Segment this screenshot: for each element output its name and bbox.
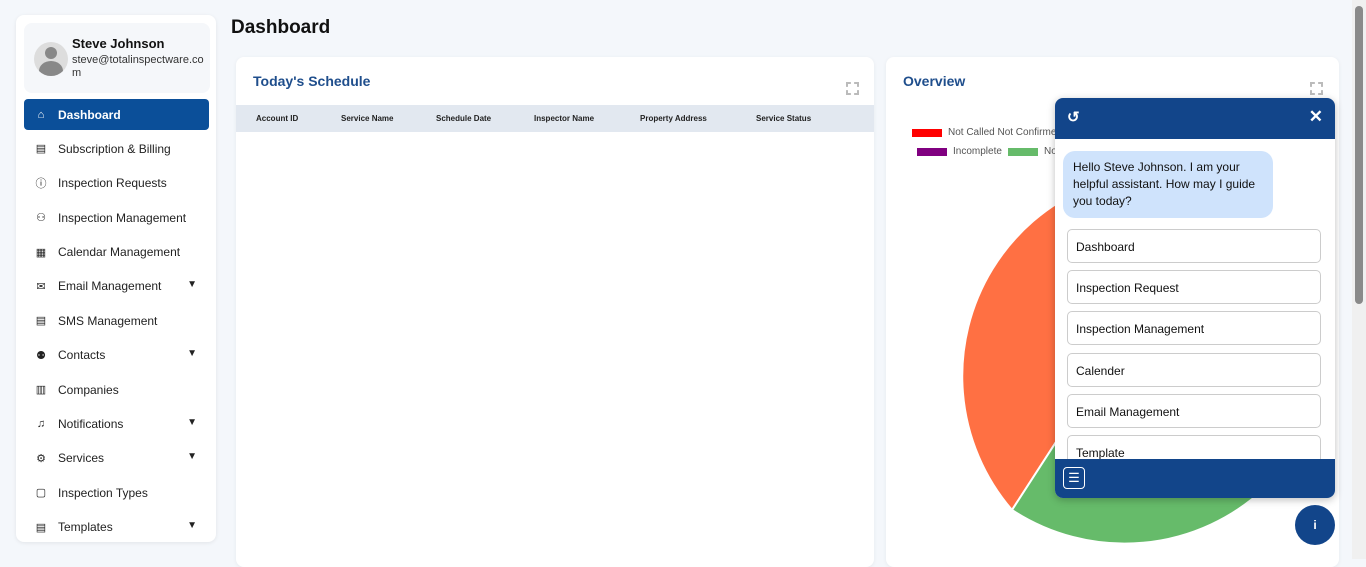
sidebar-item-services[interactable]: ⚙ Services ▼ — [24, 443, 209, 474]
sidebar-item-label: Dashboard — [58, 107, 121, 122]
chevron-down-icon[interactable]: ▼ — [187, 450, 197, 462]
chat-header: ↺ ✕ — [1055, 98, 1335, 139]
sidebar-item-inspection-management[interactable]: ⚇ Inspection Management — [24, 202, 209, 233]
column-header[interactable]: Property Address — [640, 114, 707, 123]
overview-title: Overview — [903, 73, 966, 89]
chat-icon: ▢ — [35, 487, 47, 500]
sidebar-item-label: Email Management — [58, 279, 162, 294]
legend-item[interactable]: Incomplete — [917, 146, 1002, 157]
calendar-icon: ▦ — [35, 246, 47, 259]
chat-footer: ☰ — [1055, 459, 1335, 498]
column-header[interactable]: Account ID — [256, 114, 299, 123]
chat-greeting: Hello Steve Johnson. I am your helpful a… — [1063, 151, 1273, 218]
sidebar-item-companies[interactable]: ▥ Companies — [24, 374, 209, 405]
sidebar: Steve Johnson steve@totalinspectware.com… — [16, 15, 216, 542]
sidebar-item-label: Templates — [58, 520, 113, 535]
scrollbar[interactable] — [1352, 0, 1366, 559]
page-title: Dashboard — [231, 17, 331, 38]
chevron-down-icon[interactable]: ▼ — [187, 519, 197, 531]
sidebar-item-sms-management[interactable]: ▤ SMS Management — [24, 305, 209, 336]
sidebar-item-dashboard[interactable]: ⌂ Dashboard — [24, 99, 209, 130]
bell-icon: ♫ — [36, 418, 46, 431]
building-icon: ▥ — [35, 384, 47, 397]
sidebar-item-templates[interactable]: ▤ Templates ▼ — [24, 512, 209, 543]
user-profile: Steve Johnson steve@totalinspectware.com — [24, 23, 210, 93]
column-header[interactable]: Service Status — [756, 114, 812, 123]
chevron-down-icon[interactable]: ▼ — [187, 416, 197, 428]
sidebar-nav: ⌂ Dashboard ▤ Subscription & Billing ⓘ Inspec… — [24, 99, 209, 546]
user-name: Steve Johnson — [72, 36, 165, 51]
schedule-title: Today's Schedule — [253, 73, 371, 89]
sidebar-item-subscription-billing[interactable]: ▤ Subscription & Billing — [24, 133, 209, 164]
gear-icon: ⚙ — [36, 452, 46, 465]
chevron-down-icon[interactable]: ▼ — [187, 278, 197, 290]
column-header[interactable]: Service Name — [341, 114, 394, 123]
menu-icon[interactable]: ☰ — [1063, 467, 1085, 489]
sidebar-item-inspection-requests[interactable]: ⓘ Inspection Requests — [24, 168, 209, 199]
sidebar-item-label: Services — [58, 451, 105, 466]
mail-icon: ✉ — [36, 280, 46, 293]
sidebar-item-label: Inspection Requests — [58, 176, 167, 191]
scrollbar-thumb[interactable] — [1355, 6, 1363, 304]
sidebar-item-inspection-types[interactable]: ▢ Inspection Types — [24, 477, 209, 508]
expand-icon[interactable] — [1310, 82, 1323, 95]
info-icon: ⓘ — [35, 178, 47, 191]
schedule-table-header: Account ID Service Name Schedule Date Inspe… — [236, 105, 874, 132]
column-header[interactable]: Schedule Date — [436, 114, 492, 123]
legend-swatch — [917, 147, 947, 156]
chat-option-button[interactable]: Inspection Request — [1067, 270, 1321, 305]
chat-option-button[interactable]: Email Management — [1067, 393, 1321, 428]
template-icon: ▤ — [35, 521, 47, 534]
sidebar-item-label: Notifications — [58, 417, 124, 432]
sidebar-item-contacts[interactable]: ⚉ Contacts ▼ — [24, 340, 209, 371]
sidebar-item-email-management[interactable]: ✉ Email Management ▼ — [24, 271, 209, 302]
users-icon: ⚇ — [36, 212, 46, 225]
chevron-down-icon[interactable]: ▼ — [187, 347, 197, 359]
sidebar-item-label: Calendar Management — [58, 245, 181, 260]
history-icon[interactable]: ↺ — [1067, 109, 1080, 126]
document-icon: ▤ — [35, 315, 47, 328]
legend-item[interactable]: Not Called Not Confirmed — [912, 127, 1062, 138]
chat-option-button[interactable]: Inspection Management — [1067, 311, 1321, 346]
legend-swatch — [1008, 147, 1038, 156]
sidebar-item-label: Inspection Types — [58, 485, 148, 500]
column-header[interactable]: Inspector Name — [534, 114, 595, 123]
sidebar-item-label: Companies — [58, 382, 119, 397]
todays-schedule-card: Today's Schedule Account ID Service Name S… — [236, 57, 874, 567]
sidebar-item-label: Inspection Management — [58, 210, 187, 225]
legend-label: No — [1044, 146, 1057, 157]
contacts-icon: ⚉ — [36, 349, 46, 362]
legend-item[interactable]: No — [1008, 146, 1057, 157]
chat-option-button[interactable]: Dashboard — [1067, 229, 1321, 263]
chat-option-button[interactable]: Calender — [1067, 352, 1321, 387]
legend-swatch — [912, 128, 942, 137]
close-icon[interactable]: ✕ — [1308, 107, 1323, 126]
expand-icon[interactable] — [846, 82, 859, 95]
legend-label: Incomplete — [953, 146, 1002, 157]
info-button[interactable]: i — [1295, 505, 1335, 545]
home-icon: ⌂ — [37, 108, 45, 121]
avatar — [34, 42, 68, 76]
user-email: steve@totalinspectware.com — [72, 54, 204, 79]
sidebar-item-label: SMS Management — [58, 313, 158, 328]
sidebar-item-notifications[interactable]: ♫ Notifications ▼ — [24, 409, 209, 440]
chat-assistant-panel: ↺ ✕ Hello Steve Johnson. I am your helpf… — [1055, 98, 1335, 498]
sidebar-item-calendar-management[interactable]: ▦ Calendar Management — [24, 237, 209, 268]
legend-label: Not Called Not Confirmed — [948, 127, 1062, 138]
document-icon: ▤ — [35, 143, 47, 156]
sidebar-item-label: Subscription & Billing — [58, 141, 171, 156]
sidebar-item-label: Contacts — [58, 348, 106, 363]
